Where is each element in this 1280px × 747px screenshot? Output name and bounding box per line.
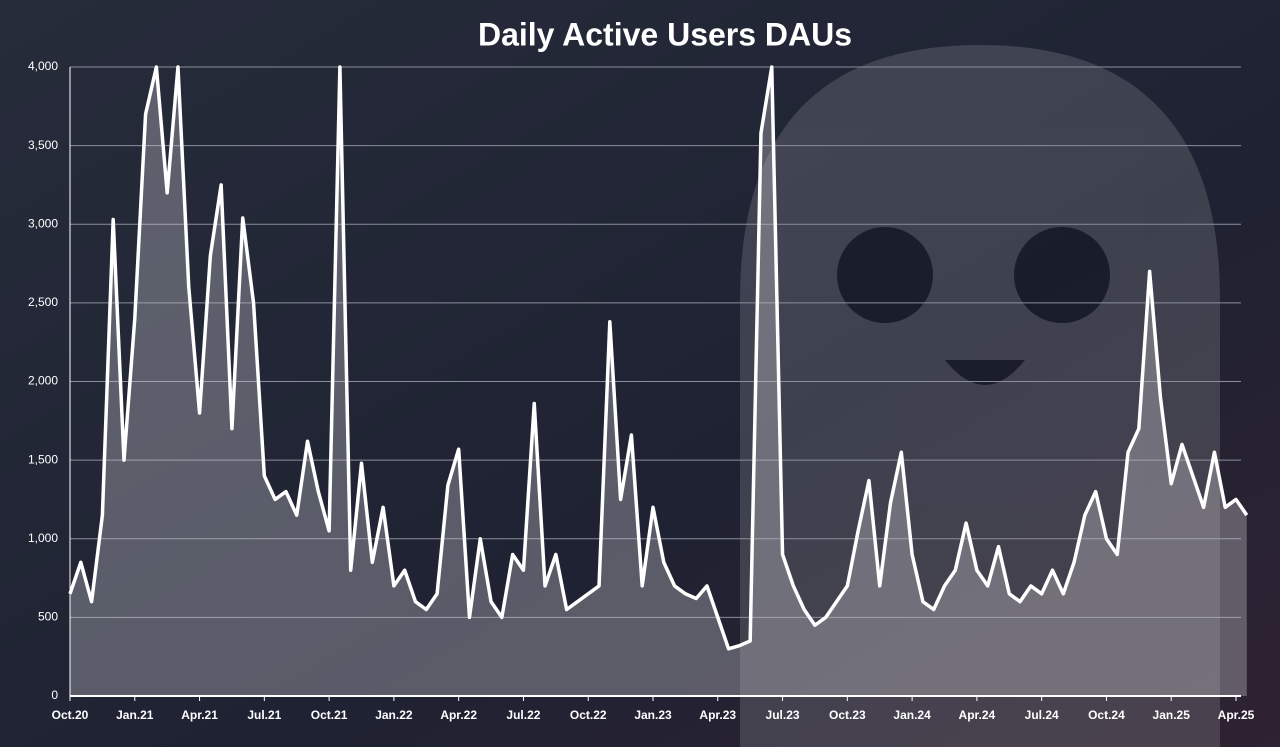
y-tick-label: 2,000	[28, 374, 58, 388]
y-tick-label: 3,500	[28, 138, 58, 152]
y-tick-label: 1,000	[28, 531, 58, 545]
x-tick-label: Apr.23	[699, 708, 736, 722]
x-tick-label: Jul.24	[1025, 708, 1059, 722]
x-tick-label: Oct.22	[570, 708, 607, 722]
x-tick-label: Apr.22	[440, 708, 477, 722]
x-tick-label: Jan.23	[634, 708, 672, 722]
chart-title: Daily Active Users DAUs	[478, 16, 852, 52]
x-tick-label: Jul.23	[766, 708, 800, 722]
x-tick-label: Oct.23	[829, 708, 866, 722]
x-tick-label: Jan.22	[375, 708, 413, 722]
line	[68, 65, 1249, 651]
y-tick-label: 500	[38, 610, 58, 624]
area	[70, 67, 1247, 696]
x-tick-label: Apr.21	[181, 708, 218, 722]
x-tick-label: Jul.22	[506, 708, 540, 722]
x-tick-label: Oct.20	[52, 708, 89, 722]
ghost-decoration	[740, 45, 1220, 747]
x-tick-label: Apr.24	[959, 708, 996, 722]
y-tick-label: 1,500	[28, 452, 58, 466]
x-tick-label: Oct.24	[1088, 708, 1125, 722]
x-tick-label: Jan.25	[1153, 708, 1191, 722]
x-tick-label: Oct.21	[311, 708, 348, 722]
y-tick-label: 2,500	[28, 295, 58, 309]
y-tick-label: 0	[51, 688, 58, 702]
y-tick-label: 4,000	[28, 59, 58, 73]
x-tick-label: Jan.21	[116, 708, 154, 722]
x-tick-label: Jan.24	[893, 708, 931, 722]
x-tick-label: Jul.21	[247, 708, 281, 722]
y-tick-label: 3,000	[28, 216, 58, 230]
x-tick-label: Apr.25	[1218, 708, 1255, 722]
